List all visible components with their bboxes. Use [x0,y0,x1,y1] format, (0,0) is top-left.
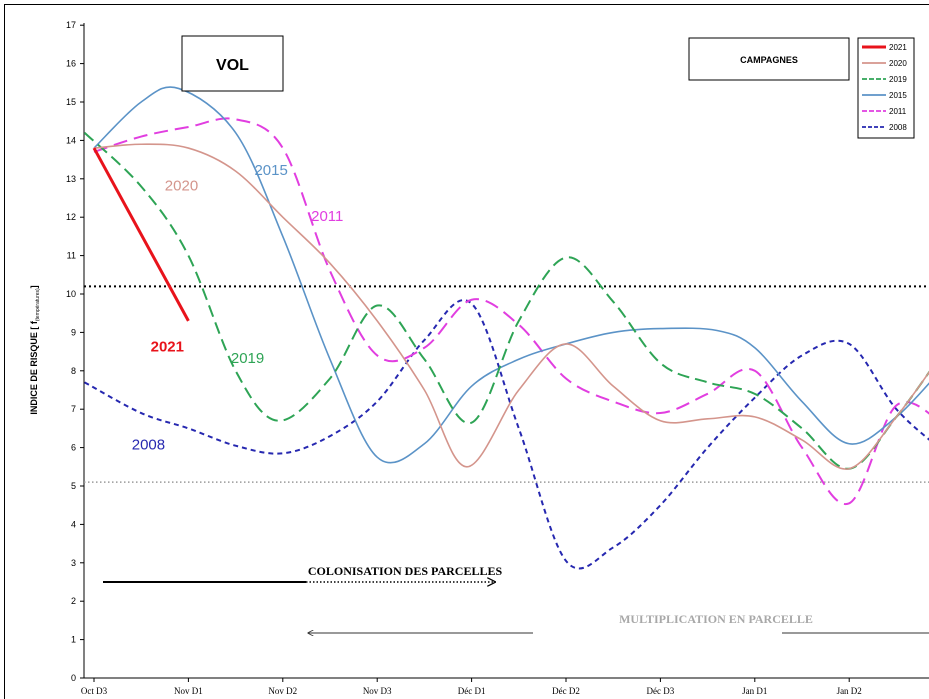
y-tick-label: 8 [71,366,76,376]
y-tick-label: 15 [66,97,76,107]
x-tick-label: Nov D1 [174,686,203,696]
series-label-2008: 2008 [132,437,165,454]
series-line-2015 [93,86,929,464]
y-tick-label: 16 [66,59,76,69]
y-tick-label: 9 [71,327,76,337]
legend-label-2015: 2015 [889,91,907,100]
y-tick-label: 7 [71,404,76,414]
campaigns-box [688,37,850,81]
x-ticks: Oct D3 Nov D1 Nov D2 Nov D3 Déc D1 Déc D2 Déc … [81,678,862,696]
x-tick-label: Nov D3 [363,686,392,696]
legend-label-2021: 2021 [889,43,907,52]
vol-box [181,35,284,92]
y-tick-label: 4 [71,519,76,529]
series-label-2019: 2019 [231,350,264,367]
legend-label-2020: 2020 [889,59,907,68]
series-line-2019 [84,131,929,470]
series-label-2020: 2020 [165,177,198,194]
series-line-2011 [93,117,929,506]
y-tick-label: 11 [67,251,76,261]
series-line-2008 [84,299,929,570]
legend-items: 2021 2020 2019 2015 2011 2008 [862,43,907,132]
x-tick-label: Déc D2 [552,686,580,696]
series-label-2021: 2021 [151,339,184,356]
y-tick-label: 5 [71,481,76,491]
y-tick-label: 3 [71,558,76,568]
legend-label-2008: 2008 [889,123,907,132]
campaigns-box-label: CAMPAGNES [740,55,798,65]
y-tick-label: 10 [66,289,76,299]
x-tick-label: Oct D3 [81,686,108,696]
y-tick-label: 1 [71,635,76,645]
y-tick-label: 6 [71,443,76,453]
x-tick-label: Nov D2 [268,686,297,696]
series-label-2011: 2011 [311,208,343,225]
vol-box-label: VOL [216,57,249,74]
y-tick-label: 14 [66,135,76,145]
legend-label-2011: 2011 [889,107,907,116]
x-tick-label: Déc D1 [458,686,486,696]
x-tick-label: Déc D3 [647,686,675,696]
threshold-lines [84,285,929,483]
series-line-2020 [93,143,929,470]
series-line-2021 [92,147,190,322]
x-tick-label: Jan D2 [837,686,862,696]
series-layer [84,86,929,570]
chart-border [4,4,929,699]
y-tick-label: 13 [66,174,76,184]
y-tick-label: 2 [71,596,76,606]
y-tick-label: 0 [71,673,76,683]
colonisation-label: COLONISATION DES PARCELLES [308,564,503,578]
series-label-2015: 2015 [254,162,287,179]
multiplication-label: MULTIPLICATION EN PARCELLE [619,612,813,626]
y-tick-label: 12 [66,212,76,222]
y-axis-label: INDICE DE RISQUE [ f(températures)] [29,285,41,414]
x-tick-label: Jan D1 [742,686,767,696]
series-labels: 2021 2020 2019 2015 2011 2008 [132,162,344,454]
legend-label-2019: 2019 [889,75,907,84]
y-tick-label: 17 [66,20,76,30]
legend [857,37,915,139]
